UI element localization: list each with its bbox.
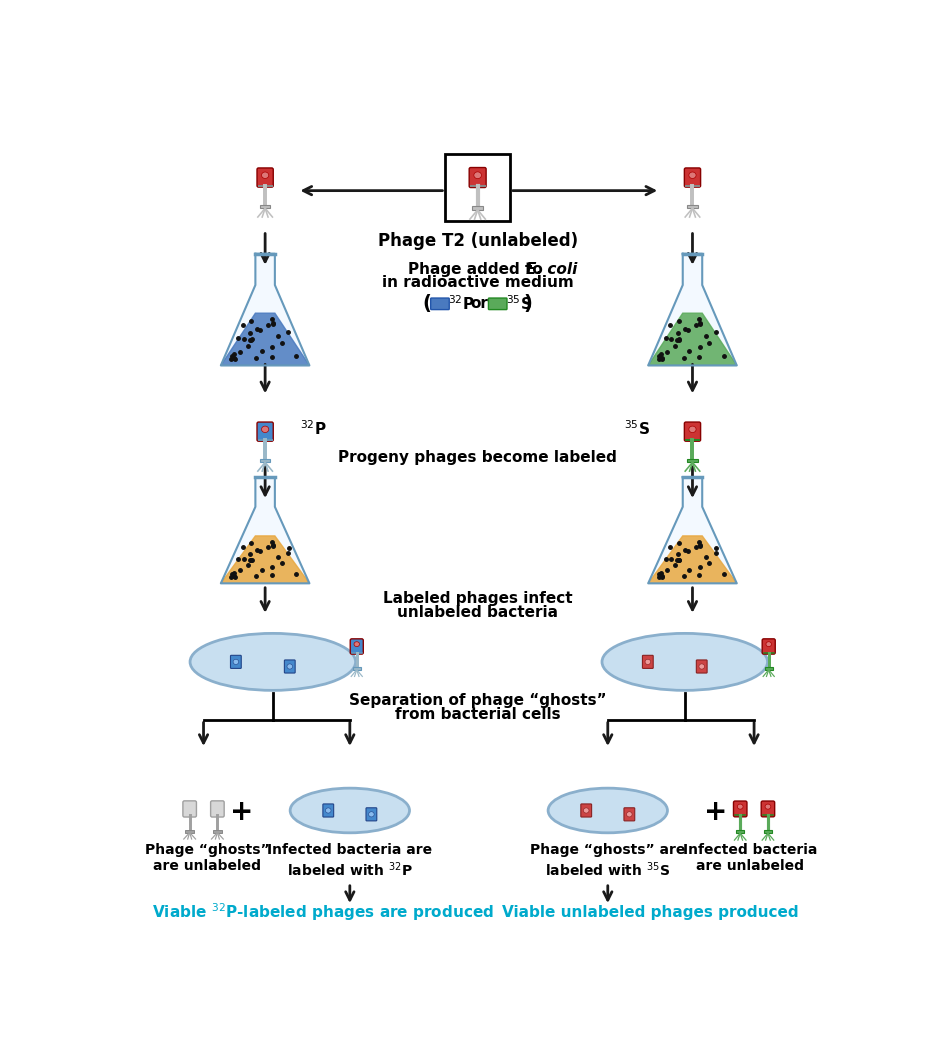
FancyBboxPatch shape: [213, 830, 222, 832]
FancyBboxPatch shape: [624, 808, 635, 821]
FancyBboxPatch shape: [211, 800, 225, 817]
Ellipse shape: [766, 642, 772, 646]
Text: Progeny phages become labeled: Progeny phages become labeled: [338, 450, 617, 466]
FancyBboxPatch shape: [762, 639, 775, 654]
FancyBboxPatch shape: [684, 422, 701, 441]
Text: Phage “ghosts”
are unlabeled: Phage “ghosts” are unlabeled: [145, 843, 269, 873]
FancyBboxPatch shape: [431, 298, 449, 309]
Text: from bacterial cells: from bacterial cells: [395, 706, 560, 721]
Ellipse shape: [548, 788, 667, 833]
Text: ): ): [524, 295, 533, 314]
Text: +: +: [230, 798, 254, 826]
Text: $^{32}$P: $^{32}$P: [448, 295, 475, 314]
Text: Labeled phages infect: Labeled phages infect: [383, 591, 572, 606]
Text: Phage “ghosts” are
labeled with $^{35}$S: Phage “ghosts” are labeled with $^{35}$S: [530, 843, 685, 879]
Text: Infected bacteria are
labeled with $^{32}$P: Infected bacteria are labeled with $^{32…: [267, 843, 432, 879]
Text: in radioactive medium: in radioactive medium: [382, 275, 573, 290]
Ellipse shape: [190, 634, 356, 691]
Text: $^{35}$S: $^{35}$S: [624, 419, 651, 438]
Ellipse shape: [354, 642, 360, 646]
FancyBboxPatch shape: [581, 804, 592, 817]
Text: Phage added to: Phage added to: [407, 262, 548, 277]
FancyBboxPatch shape: [230, 656, 241, 668]
FancyBboxPatch shape: [350, 639, 363, 654]
FancyBboxPatch shape: [322, 804, 334, 817]
Ellipse shape: [645, 659, 651, 664]
Ellipse shape: [473, 172, 482, 178]
Ellipse shape: [765, 804, 771, 809]
FancyBboxPatch shape: [257, 168, 273, 187]
Text: (: (: [422, 295, 432, 314]
Polygon shape: [221, 253, 309, 365]
Ellipse shape: [233, 659, 239, 664]
Polygon shape: [221, 477, 309, 583]
FancyBboxPatch shape: [445, 154, 510, 222]
Text: Viable unlabeled phages produced: Viable unlabeled phages produced: [501, 905, 799, 920]
FancyBboxPatch shape: [642, 656, 653, 668]
FancyBboxPatch shape: [185, 830, 194, 832]
FancyBboxPatch shape: [684, 168, 701, 187]
Text: Infected bacteria
are unlabeled: Infected bacteria are unlabeled: [683, 843, 817, 873]
FancyBboxPatch shape: [688, 458, 697, 463]
Text: Separation of phage “ghosts”: Separation of phage “ghosts”: [349, 693, 607, 708]
FancyBboxPatch shape: [488, 298, 507, 309]
FancyBboxPatch shape: [469, 168, 487, 188]
FancyBboxPatch shape: [696, 660, 707, 673]
Ellipse shape: [325, 808, 331, 813]
Ellipse shape: [287, 664, 293, 670]
Ellipse shape: [583, 808, 589, 813]
FancyBboxPatch shape: [473, 206, 483, 210]
Ellipse shape: [369, 812, 374, 817]
Ellipse shape: [626, 812, 632, 817]
Ellipse shape: [737, 804, 743, 809]
Text: unlabeled bacteria: unlabeled bacteria: [397, 605, 558, 620]
Ellipse shape: [262, 172, 268, 178]
Text: or: or: [470, 297, 487, 312]
Ellipse shape: [602, 634, 768, 691]
Text: E. coli: E. coli: [527, 262, 578, 277]
Ellipse shape: [262, 427, 268, 433]
Text: Phage T2 (unlabeled): Phage T2 (unlabeled): [377, 231, 578, 249]
Ellipse shape: [689, 427, 696, 433]
FancyBboxPatch shape: [764, 830, 772, 833]
Text: Viable $^{32}$P-labeled phages are produced: Viable $^{32}$P-labeled phages are produ…: [152, 901, 494, 923]
Polygon shape: [648, 477, 737, 583]
Text: $^{32}$P: $^{32}$P: [300, 419, 326, 438]
FancyBboxPatch shape: [183, 800, 197, 817]
Ellipse shape: [699, 664, 705, 670]
Polygon shape: [648, 314, 737, 365]
Polygon shape: [648, 535, 737, 583]
Polygon shape: [221, 535, 309, 583]
FancyBboxPatch shape: [733, 802, 747, 817]
FancyBboxPatch shape: [257, 422, 273, 441]
Ellipse shape: [689, 172, 696, 178]
FancyBboxPatch shape: [736, 830, 745, 833]
FancyBboxPatch shape: [688, 205, 697, 208]
FancyBboxPatch shape: [353, 667, 361, 670]
FancyBboxPatch shape: [260, 205, 270, 208]
Polygon shape: [648, 253, 737, 365]
FancyBboxPatch shape: [284, 660, 295, 673]
FancyBboxPatch shape: [761, 802, 774, 817]
Ellipse shape: [290, 788, 409, 833]
Polygon shape: [221, 314, 309, 365]
FancyBboxPatch shape: [765, 667, 773, 670]
FancyBboxPatch shape: [366, 808, 377, 821]
FancyBboxPatch shape: [260, 458, 270, 463]
Text: $^{35}$S: $^{35}$S: [506, 295, 532, 314]
Text: +: +: [704, 798, 727, 826]
